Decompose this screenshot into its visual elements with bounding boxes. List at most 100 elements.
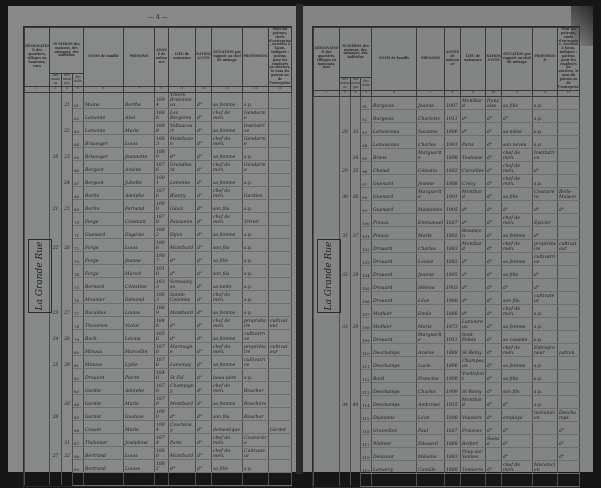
cell-house bbox=[49, 368, 62, 382]
cell-profession: s.p. bbox=[242, 277, 269, 291]
cell-nom: Minaux bbox=[83, 342, 124, 356]
cell-lieu: d° bbox=[460, 291, 486, 305]
cell-menage bbox=[350, 213, 361, 226]
cell-remarque bbox=[557, 213, 580, 227]
cell-house bbox=[339, 278, 351, 291]
cell-menage bbox=[61, 342, 73, 356]
cell-annee: 1896 bbox=[444, 356, 461, 370]
cell-situation: son neveu bbox=[501, 135, 533, 149]
cell-annee: 1882 bbox=[154, 459, 169, 473]
cell-demarc bbox=[313, 122, 340, 135]
cell-num: 67 bbox=[72, 173, 84, 187]
cell-situation: d° bbox=[501, 421, 533, 435]
cell-house bbox=[49, 433, 62, 447]
cell-house bbox=[339, 343, 351, 356]
cell-menage: 38 bbox=[350, 265, 361, 278]
cell-prenom: Charles bbox=[416, 239, 445, 253]
cell-nom: Rocailles bbox=[83, 303, 124, 317]
cell-prenom: Louis bbox=[123, 238, 155, 252]
cell-prenom: Jeanne bbox=[416, 174, 445, 188]
left-page: — 4 — DÉSIGNATION des quartiers, village… bbox=[8, 6, 296, 487]
cell-nom: Chenal bbox=[371, 161, 417, 175]
table-row: 73 Forge Jeanne 1907 d° d° sa fille s.p. bbox=[24, 251, 292, 265]
cell-nom: Drouard bbox=[371, 278, 417, 292]
census-table-left: DÉSIGNATION des quartiers, villages ou h… bbox=[23, 26, 292, 487]
cell-nom: Bertrand bbox=[83, 459, 124, 473]
cell-annee: 1901 bbox=[154, 173, 169, 187]
header-numbers: NUMÉROS des maisons, des ménages, des in… bbox=[49, 26, 84, 75]
cell-annee: 1900 bbox=[154, 199, 169, 213]
cell-num: 71 bbox=[72, 225, 84, 239]
table-row: 62 Lamonte Abel 1886 Les Bergères d° chef de m… bbox=[24, 108, 292, 122]
cell-prenom: Mélanie bbox=[416, 447, 445, 461]
cell-nom: Burgeois bbox=[371, 96, 417, 110]
cell-demarc bbox=[313, 447, 340, 460]
cell-nat: d° bbox=[485, 265, 502, 279]
cell-menage bbox=[61, 225, 73, 239]
cell-house: 26 bbox=[49, 407, 62, 421]
cell-prenom: Edmond bbox=[123, 290, 155, 304]
cell-prenom: Lucie bbox=[416, 356, 445, 370]
cell-menage bbox=[350, 291, 361, 304]
cell-menage: 34 bbox=[350, 148, 361, 161]
cell-profession: s.p. bbox=[242, 238, 269, 252]
cell-menage: 25 bbox=[61, 199, 73, 213]
cell-nat: d° bbox=[195, 420, 212, 434]
cell-house bbox=[49, 134, 62, 148]
cell-nom: Moine bbox=[83, 92, 124, 109]
cell-num: 78 bbox=[72, 316, 84, 330]
cell-menage bbox=[350, 408, 361, 421]
cell-annee: 1886 bbox=[154, 108, 169, 122]
cell-lieu: d° bbox=[460, 122, 486, 136]
cell-nom: Delacour bbox=[371, 447, 417, 461]
cell-lieu: Paris bbox=[460, 135, 486, 149]
cell-remarque bbox=[268, 186, 292, 200]
cell-house bbox=[339, 434, 351, 447]
header-menage-number: des ménages bbox=[61, 73, 73, 87]
cell-annee: 1888 bbox=[444, 343, 461, 357]
table-row: 119 Lamarcy Camille 1889 Tonnerre d° chef de m… bbox=[313, 460, 580, 474]
cell-lieu: Corcelles bbox=[460, 161, 486, 175]
cell-prenom: Fernand bbox=[123, 199, 155, 213]
table-row: 70 Forge Constant 1878 Paisianne d° chef de mé… bbox=[24, 212, 292, 226]
cell-num: 72 bbox=[72, 238, 84, 252]
cell-profession: cultivatrice bbox=[242, 329, 269, 343]
cell-situation: d° bbox=[501, 395, 533, 409]
cell-house bbox=[49, 472, 62, 486]
cell-menage bbox=[61, 472, 73, 486]
cell-menage bbox=[61, 212, 73, 226]
header-column-numbers: 1 3 4 5 6 7 8 9 10 11 12 13 bbox=[24, 85, 292, 93]
cell-demarc bbox=[24, 394, 50, 408]
cell-situation: sa femme bbox=[211, 173, 243, 187]
cell-house bbox=[49, 420, 62, 434]
cell-demarc bbox=[24, 147, 50, 161]
table-row: 26 85 Gardot Gustave 1900 d° d° son fils Boucher bbox=[24, 407, 292, 421]
cell-profession: s.p. bbox=[242, 225, 269, 239]
cell-profession: s.p. bbox=[532, 369, 558, 383]
cell-profession: cultivateur bbox=[532, 291, 558, 305]
table-row: 34 40 114 Deschamps Ambroise 1915 Montbard d° d°… bbox=[313, 395, 580, 409]
cell-prenom: Hélène bbox=[123, 472, 155, 486]
cell-menage bbox=[350, 174, 361, 187]
cell-menage: 27 bbox=[61, 303, 73, 317]
cell-profession: s.p. bbox=[532, 122, 558, 136]
page-number: — 4 — bbox=[148, 14, 168, 21]
cell-remarque bbox=[268, 199, 292, 213]
cell-lieu: Les Bergères bbox=[168, 108, 196, 122]
cell-situation: chef de mén. bbox=[501, 174, 533, 188]
cell-remarque bbox=[268, 160, 292, 174]
cell-lieu: Toulouse bbox=[460, 148, 486, 162]
cell-num: 110 bbox=[360, 343, 372, 357]
cell-menage bbox=[61, 407, 73, 421]
cell-annee: 1898 bbox=[154, 121, 169, 135]
cell-profession: Cultivateur bbox=[242, 446, 269, 460]
cell-nat: d° bbox=[485, 135, 502, 149]
table-row: 118 Delacour Mélanie 1883 Pouy-sur-Vannes d° d… bbox=[313, 447, 580, 461]
cell-num: 103 bbox=[360, 252, 372, 266]
cell-profession: s.p. bbox=[532, 395, 558, 409]
cell-demarc bbox=[24, 329, 50, 343]
cell-remarque: Deschamps bbox=[557, 408, 580, 422]
cell-prenom: Berthe bbox=[123, 92, 155, 109]
cell-house bbox=[49, 342, 62, 356]
cell-annee: 1879 bbox=[154, 394, 169, 408]
